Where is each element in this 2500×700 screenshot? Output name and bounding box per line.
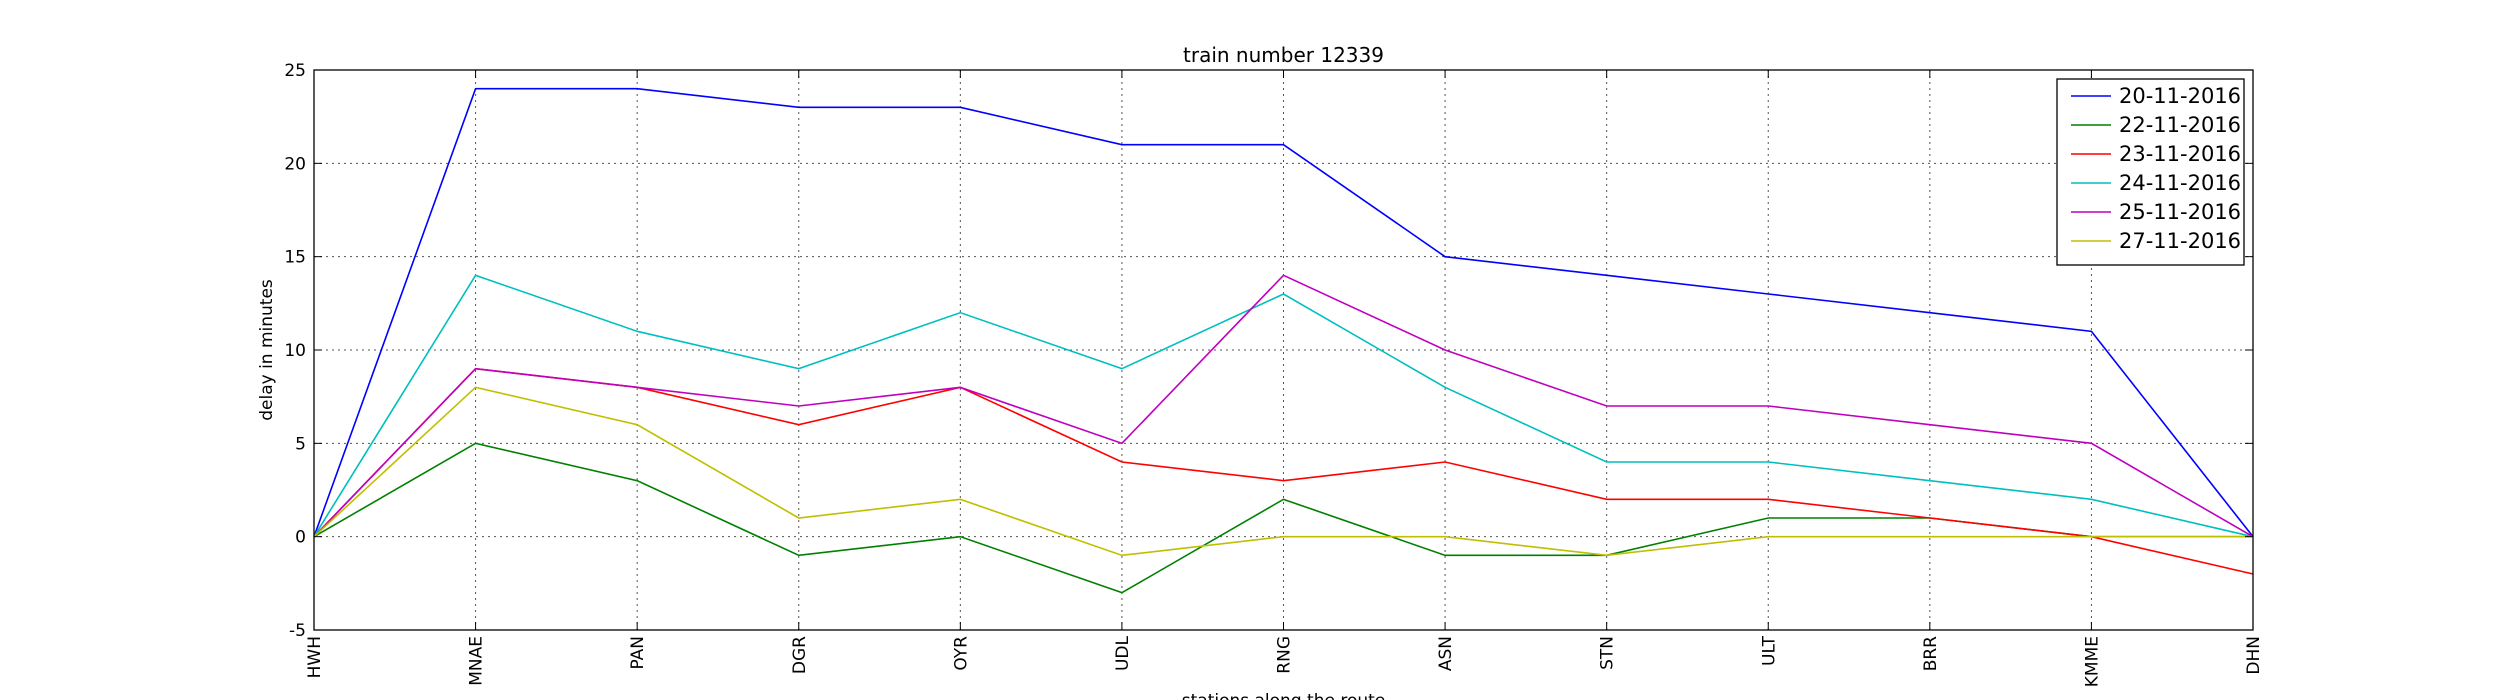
x-tick-label: ASN — [1436, 636, 1456, 671]
x-tick-label: PAN — [628, 636, 648, 670]
chart-title: train number 12339 — [1183, 43, 1384, 67]
y-tick-label: 5 — [295, 434, 306, 454]
y-tick-label: 10 — [284, 341, 306, 361]
x-tick-label: MNAE — [467, 636, 487, 686]
y-tick-label: 25 — [284, 61, 306, 81]
x-tick-label: BRR — [1921, 636, 1941, 671]
y-axis-label: delay in minutes — [257, 279, 277, 421]
series-line — [313, 87, 2254, 538]
legend-label: 27-11-2016 — [2119, 229, 2241, 253]
x-tick-label: DHN — [2244, 636, 2264, 675]
legend: 20-11-2016 22-11-2016 23-11-2016 24-11-2016… — [2056, 78, 2245, 266]
x-axis-label: stations along the route — [1182, 691, 1386, 700]
legend-label: 22-11-2016 — [2119, 113, 2241, 137]
y-tick-label: 0 — [295, 528, 306, 548]
y-tick-label: -5 — [289, 621, 306, 641]
series-line — [313, 274, 2254, 538]
legend-label: 20-11-2016 — [2119, 84, 2241, 108]
x-tick-label: UDL — [1113, 635, 1133, 671]
legend-label: 23-11-2016 — [2119, 142, 2241, 166]
series-lines — [313, 87, 2254, 594]
x-tick-label: RNG — [1275, 636, 1295, 674]
y-tick-label: 20 — [284, 154, 306, 174]
series-line — [313, 386, 2253, 557]
x-tick-label: HWH — [305, 636, 325, 678]
x-tick-label: DGR — [790, 636, 810, 674]
x-tick-label: ULT — [1759, 635, 1779, 666]
series-line — [313, 274, 2254, 538]
y-axis: -5 0 5 10 15 20 25 — [284, 61, 2253, 641]
x-tick-label: STN — [1598, 636, 1618, 670]
x-tick-label: OYR — [951, 636, 971, 671]
x-tick-label: KMME — [2082, 636, 2102, 687]
legend-box — [2056, 78, 2245, 266]
legend-label: 24-11-2016 — [2119, 171, 2241, 195]
y-tick-label: 15 — [284, 248, 306, 268]
legend-label: 25-11-2016 — [2119, 200, 2241, 224]
x-axis: HWH MNAE PAN DGR OYR UDL RNG ASN STN ULT BRR KMME DH… — [305, 70, 2264, 687]
